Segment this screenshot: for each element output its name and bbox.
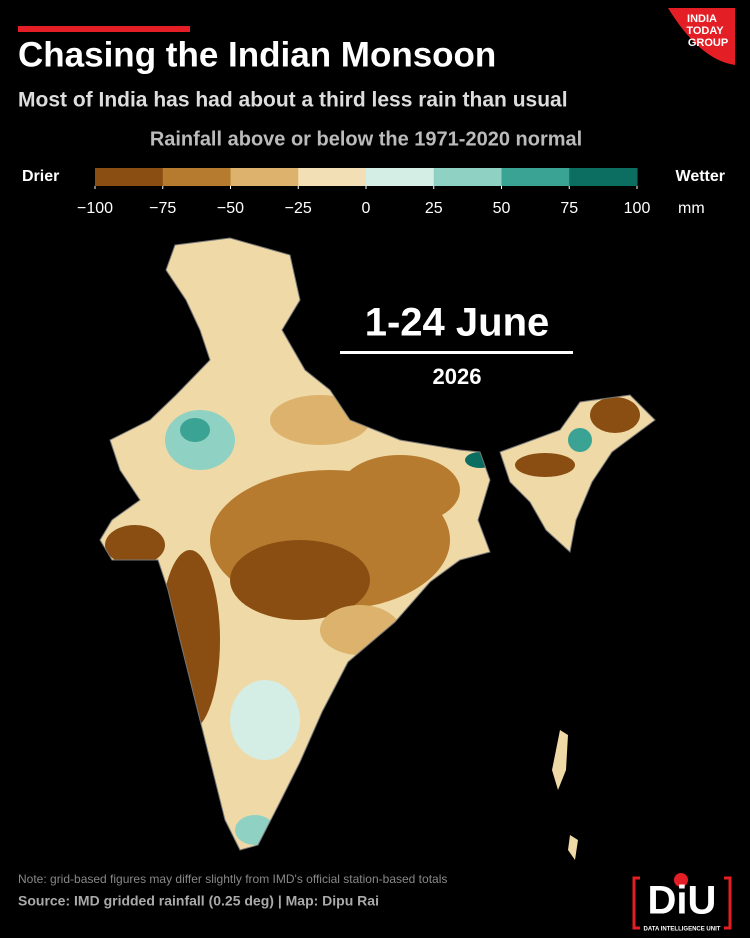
legend-swatch	[95, 168, 164, 186]
legend-tick-label: −25	[285, 200, 312, 217]
subtitle: Most of India has had about a third less…	[18, 89, 568, 112]
islands	[552, 730, 578, 860]
legend-tick-label: −75	[149, 200, 176, 217]
year: 2026	[433, 364, 482, 389]
india-today-logo: INDIA TODAY GROUP	[668, 8, 735, 65]
legend-swatch	[433, 168, 502, 186]
legend-tick-label: 25	[425, 200, 443, 217]
logo-caption: DATA INTELLIGENCE UNIT	[644, 927, 721, 933]
legend-tick-label: 75	[560, 200, 578, 217]
wet-region	[180, 418, 210, 442]
logo-dot	[674, 873, 688, 887]
dry-region	[515, 453, 575, 477]
logo-shape	[668, 8, 735, 65]
logo-text: INDIA	[687, 13, 717, 25]
legend-swatch	[230, 168, 299, 186]
logo-text: TODAY	[686, 25, 724, 37]
wet-region	[568, 428, 592, 452]
logo-bracket	[632, 876, 640, 930]
legend-tick-label: −100	[77, 200, 113, 217]
legend-swatch	[501, 168, 570, 186]
title: Chasing the Indian Monsoon	[18, 35, 496, 74]
legend-swatch	[569, 168, 638, 186]
legend-swatch	[298, 168, 367, 186]
map-outline	[99, 237, 656, 851]
dry-region	[340, 455, 460, 525]
period-underline	[340, 351, 573, 354]
legend-tick-label: 100	[624, 200, 651, 217]
logo-bracket	[724, 876, 732, 930]
legend-swatch	[162, 168, 231, 186]
dry-region	[230, 540, 370, 620]
logo-text: DiU	[648, 879, 717, 923]
accent-bar	[18, 26, 190, 32]
source: Source: IMD gridded rainfall (0.25 deg) …	[18, 893, 379, 909]
dry-region	[590, 397, 640, 433]
legend-unit: mm	[678, 200, 705, 217]
legend-low-label: Drier	[22, 168, 59, 185]
legend-tick-label: −50	[217, 200, 244, 217]
period: 1-24 June	[365, 301, 550, 345]
legend-swatch	[366, 168, 435, 186]
legend-tick-label: 50	[493, 200, 511, 217]
diu-logo: DiU DATA INTELLIGENCE UNIT	[632, 873, 732, 933]
logo-text: GROUP	[688, 37, 728, 49]
dry-region	[105, 525, 165, 565]
legend-high-label: Wetter	[676, 168, 726, 185]
legend-title: Rainfall above or below the 1971-2020 no…	[150, 128, 582, 150]
legend-tick-label: 0	[362, 200, 371, 217]
legend: −100 −75 −50 −25 0 25 50 75 100	[77, 168, 650, 217]
note: Note: grid-based figures may differ slig…	[18, 872, 447, 886]
wet-region	[230, 680, 300, 760]
